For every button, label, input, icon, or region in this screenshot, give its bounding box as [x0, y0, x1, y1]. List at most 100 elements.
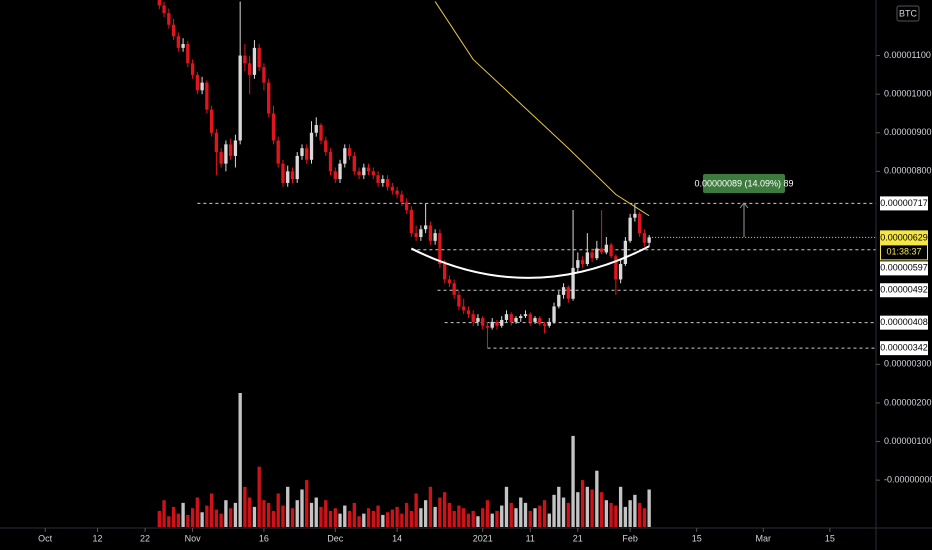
candle-body	[433, 233, 437, 241]
candle-body	[566, 287, 570, 299]
volume-bar	[209, 493, 214, 527]
candle-body	[500, 319, 504, 326]
candle-body	[642, 233, 647, 243]
candle-body	[576, 260, 580, 268]
volume-bar	[509, 502, 513, 527]
candle-body	[633, 213, 637, 218]
last-price-label: 0.00000629	[880, 233, 928, 243]
volume-bar	[281, 505, 285, 527]
y-tick-label: 0.00000300	[884, 359, 932, 369]
candle-body	[267, 82, 271, 114]
candle-body	[419, 229, 423, 237]
volume-bar	[423, 500, 428, 527]
candle-body	[485, 325, 490, 328]
volume-bar	[357, 516, 361, 527]
volume-bar	[328, 510, 333, 527]
volume-bar	[366, 508, 371, 527]
candle-body	[552, 306, 556, 322]
volume-bar	[347, 510, 352, 527]
y-tick-label: -0.00000000	[884, 475, 932, 485]
candle-body	[281, 163, 285, 183]
candle-body	[171, 24, 176, 37]
x-tick-label: 15	[692, 533, 702, 543]
level-tag	[880, 315, 928, 330]
timer-label: 01:38:37	[886, 247, 921, 257]
volume-bar	[471, 510, 475, 527]
volume-bar	[576, 492, 580, 527]
candle-body	[557, 294, 561, 307]
candle-body	[238, 55, 242, 141]
volume-bar	[181, 502, 185, 527]
candle-body	[438, 233, 442, 264]
currency-badge	[896, 5, 920, 22]
volume-bar	[542, 500, 547, 527]
volume-bar	[385, 512, 390, 527]
volume-bar	[343, 505, 347, 527]
volume-bar	[642, 508, 647, 527]
candle-body	[628, 217, 632, 241]
candle-body	[167, 13, 171, 25]
level-tag	[880, 341, 928, 356]
volume-bar	[314, 497, 318, 527]
candle-body	[585, 252, 589, 264]
candle-body	[590, 252, 594, 259]
volume-bar	[300, 489, 304, 527]
candle-body	[205, 82, 209, 110]
candle-body	[447, 279, 452, 284]
candle-body	[328, 152, 333, 172]
y-tick-label: 0.00001100	[884, 50, 931, 60]
volume-bar	[390, 509, 395, 527]
level-tag-label: 0.00000492	[880, 285, 928, 295]
currency-label: BTC	[899, 8, 918, 18]
candle-body	[224, 144, 228, 164]
candle-body	[162, 5, 166, 14]
volume-bar	[628, 500, 632, 527]
candle-body	[257, 47, 261, 68]
candle-body	[305, 148, 309, 160]
candle-body	[366, 167, 371, 172]
x-tick-label: 15	[825, 533, 835, 543]
volume-bar	[599, 492, 604, 527]
volume-bar	[637, 502, 642, 527]
candle-body	[580, 260, 585, 264]
candle-body	[452, 283, 456, 295]
candle-body	[561, 287, 566, 295]
candle-body	[181, 44, 185, 48]
candle-body	[324, 140, 328, 153]
candle-body	[604, 244, 609, 253]
candle-body	[618, 264, 623, 280]
volume-bar	[224, 500, 228, 527]
x-tick-label: Mar	[756, 533, 772, 543]
candle-body	[176, 36, 181, 48]
candle-body	[409, 209, 414, 234]
candle-body	[300, 148, 304, 156]
level-tag	[880, 283, 928, 298]
volume-bar	[500, 505, 504, 527]
candle-body	[538, 318, 542, 324]
volume-bar	[647, 489, 651, 527]
volume-bar	[504, 486, 509, 527]
candle-body	[381, 179, 385, 183]
candle-body	[400, 194, 404, 203]
candle-body	[504, 314, 509, 320]
candle-body	[338, 163, 342, 180]
volume-bar	[528, 510, 532, 527]
candle-body	[262, 67, 266, 83]
timer-box	[881, 245, 927, 260]
volume-bar	[252, 506, 257, 527]
volume-bar	[523, 502, 528, 527]
volume-bar	[595, 470, 599, 527]
candle-body	[233, 140, 238, 156]
volume-bar	[248, 497, 252, 527]
volume-bar	[214, 509, 219, 527]
volume-bar	[352, 502, 356, 527]
candle-body	[509, 314, 513, 322]
candle-body	[533, 318, 537, 322]
volume-bar	[442, 492, 447, 527]
candle-body	[219, 152, 223, 164]
volume-bar	[319, 506, 323, 527]
candle-body	[547, 321, 551, 326]
candle-body	[404, 202, 409, 210]
x-tick-label: Feb	[622, 533, 638, 543]
